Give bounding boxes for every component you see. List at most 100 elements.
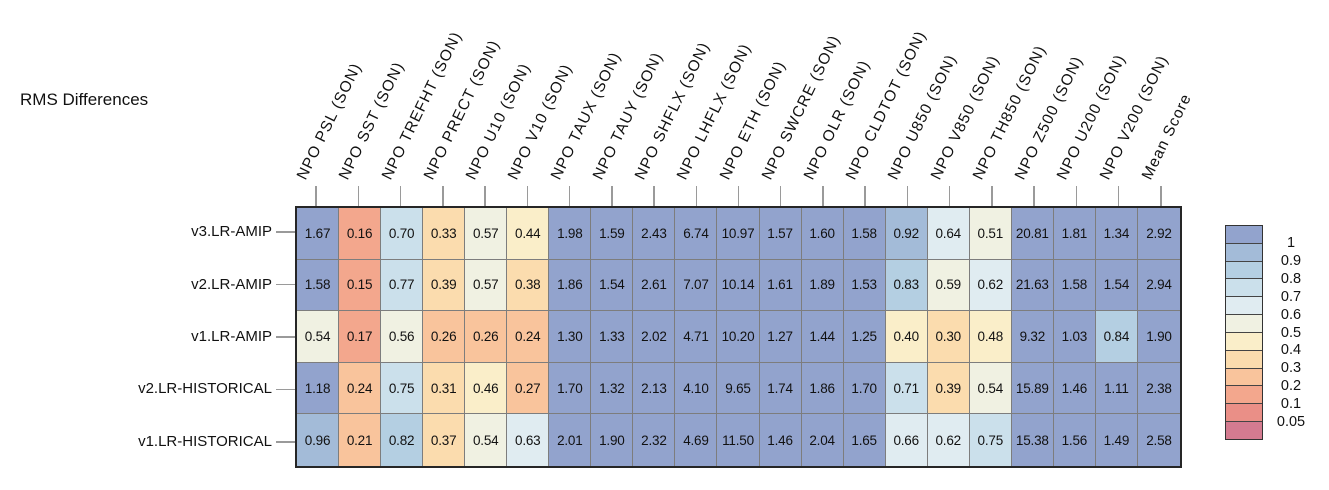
- heatmap-cell: 1.58: [843, 208, 886, 260]
- column-tick: [1075, 186, 1078, 206]
- heatmap-cell: 0.39: [423, 259, 466, 312]
- legend-tick-label: 0.7: [1280, 288, 1302, 305]
- legend-band: [1226, 242, 1262, 261]
- column-tick: [568, 186, 571, 206]
- legend-tick-label: 1: [1286, 234, 1296, 251]
- heatmap-cell: 0.57: [465, 208, 508, 260]
- heatmap-cell: 1.60: [801, 208, 844, 260]
- column-tick: [484, 186, 486, 206]
- heatmap-cell: 1.27: [759, 311, 802, 363]
- heatmap-cell: 1.98: [549, 208, 592, 260]
- row-label: v1.LR-HISTORICAL: [138, 432, 272, 450]
- heatmap-cell: 2.13: [633, 362, 676, 415]
- legend-tick-label: 0.1: [1280, 396, 1302, 413]
- heatmap-cell: 0.83: [885, 259, 928, 312]
- column-tick: [948, 186, 951, 206]
- column-tick: [906, 186, 909, 206]
- heatmap-cell: 4.69: [675, 414, 718, 466]
- column-tick: [399, 186, 402, 206]
- row-tick: [276, 336, 295, 338]
- row-tick: [276, 231, 295, 233]
- legend-band: [1226, 226, 1262, 243]
- legend-tick-label: 0.5: [1280, 324, 1302, 341]
- legend-band: [1226, 260, 1262, 279]
- heatmap-cell: 1.46: [1053, 362, 1096, 415]
- legend-tick-label: 0.6: [1280, 306, 1302, 323]
- heatmap-cell: 2.04: [801, 414, 844, 466]
- heatmap-cell: 1.57: [759, 208, 802, 260]
- heatmap-cell: 0.31: [423, 362, 466, 415]
- column-tick: [1117, 186, 1120, 206]
- row-label: v3.LR-AMIP: [191, 223, 272, 241]
- heatmap-cell: 1.67: [297, 208, 340, 260]
- heatmap-cell: 1.18: [297, 362, 340, 415]
- heatmap-cell: 0.51: [969, 208, 1012, 260]
- heatmap-cell: 1.89: [801, 259, 844, 312]
- heatmap-cell: 0.62: [969, 259, 1012, 312]
- heatmap-cell: 4.10: [675, 362, 718, 415]
- heatmap-cell: 1.44: [801, 311, 844, 363]
- heatmap-cell: 2.94: [1137, 259, 1180, 312]
- heatmap-cell: 9.32: [1011, 311, 1054, 363]
- column-tick: [315, 186, 317, 206]
- heatmap-cell: 0.44: [507, 208, 550, 260]
- heatmap-cell: 1.70: [843, 362, 886, 415]
- heatmap-cell: 1.58: [1053, 259, 1096, 312]
- row-tick: [276, 388, 295, 391]
- heatmap-cell: 0.54: [969, 362, 1012, 415]
- heatmap-cell: 6.74: [675, 208, 718, 260]
- heatmap-cell: 11.50: [717, 414, 760, 466]
- heatmap-cell: 0.96: [297, 414, 340, 466]
- heatmap-cell: 0.21: [339, 414, 382, 466]
- heatmap-cell: 2.38: [1137, 362, 1180, 415]
- heatmap-cell: 0.38: [507, 259, 550, 312]
- legend-tick-label: 0.4: [1280, 342, 1302, 359]
- column-label: NPO PRECT (SON): [420, 37, 504, 183]
- heatmap-cell: 1.90: [1137, 311, 1180, 363]
- heatmap-cell: 1.49: [1095, 414, 1138, 466]
- heatmap-cell: 0.64: [927, 208, 970, 260]
- column-tick: [653, 186, 655, 206]
- heatmap-cell: 1.86: [549, 259, 592, 312]
- heatmap-cell: 9.65: [717, 362, 760, 415]
- legend-band: [1226, 349, 1262, 368]
- chart-title: RMS Differences: [20, 90, 149, 109]
- column-tick: [1033, 186, 1035, 206]
- heatmap-cell: 0.63: [507, 414, 550, 466]
- heatmap-cell: 0.26: [465, 311, 508, 363]
- row-label: v2.LR-AMIP: [191, 275, 272, 293]
- heatmap-cell: 1.33: [591, 311, 634, 363]
- legend-colorbar: [1225, 225, 1263, 440]
- heatmap-cell: 1.65: [843, 414, 886, 466]
- column-tick: [737, 186, 740, 206]
- heatmap-cell: 0.24: [507, 311, 550, 363]
- heatmap-cell: 0.59: [927, 259, 970, 312]
- heatmap-cell: 0.26: [423, 311, 466, 363]
- legend-band: [1226, 367, 1262, 386]
- heatmap-cell: 0.39: [927, 362, 970, 415]
- heatmap-cell: 0.54: [297, 311, 340, 363]
- heatmap-cell: 0.48: [969, 311, 1012, 363]
- legend-band: [1226, 278, 1262, 297]
- heatmap-cell: 0.70: [381, 208, 424, 260]
- legend-band: [1226, 403, 1262, 422]
- heatmap-cell: 0.82: [381, 414, 424, 466]
- legend-tick-label: 0.3: [1280, 360, 1302, 377]
- heatmap-cell: 1.11: [1095, 362, 1138, 415]
- heatmap-cell: 0.92: [885, 208, 928, 260]
- heatmap-cell: 2.01: [549, 414, 592, 466]
- heatmap-cell: 0.17: [339, 311, 382, 363]
- heatmap-cell: 1.74: [759, 362, 802, 415]
- row-label: v2.LR-HISTORICAL: [138, 380, 272, 398]
- heatmap-cell: 0.15: [339, 259, 382, 312]
- heatmap-cell: 1.81: [1053, 208, 1096, 260]
- heatmap-cell: 2.58: [1137, 414, 1180, 466]
- heatmap-cell: 10.97: [717, 208, 760, 260]
- heatmap-cell: 2.92: [1137, 208, 1180, 260]
- heatmap-cell: 0.37: [423, 414, 466, 466]
- heatmap-cell: 0.33: [423, 208, 466, 260]
- column-tick: [695, 186, 697, 206]
- heatmap-cell: 0.24: [339, 362, 382, 415]
- column-tick: [526, 186, 529, 206]
